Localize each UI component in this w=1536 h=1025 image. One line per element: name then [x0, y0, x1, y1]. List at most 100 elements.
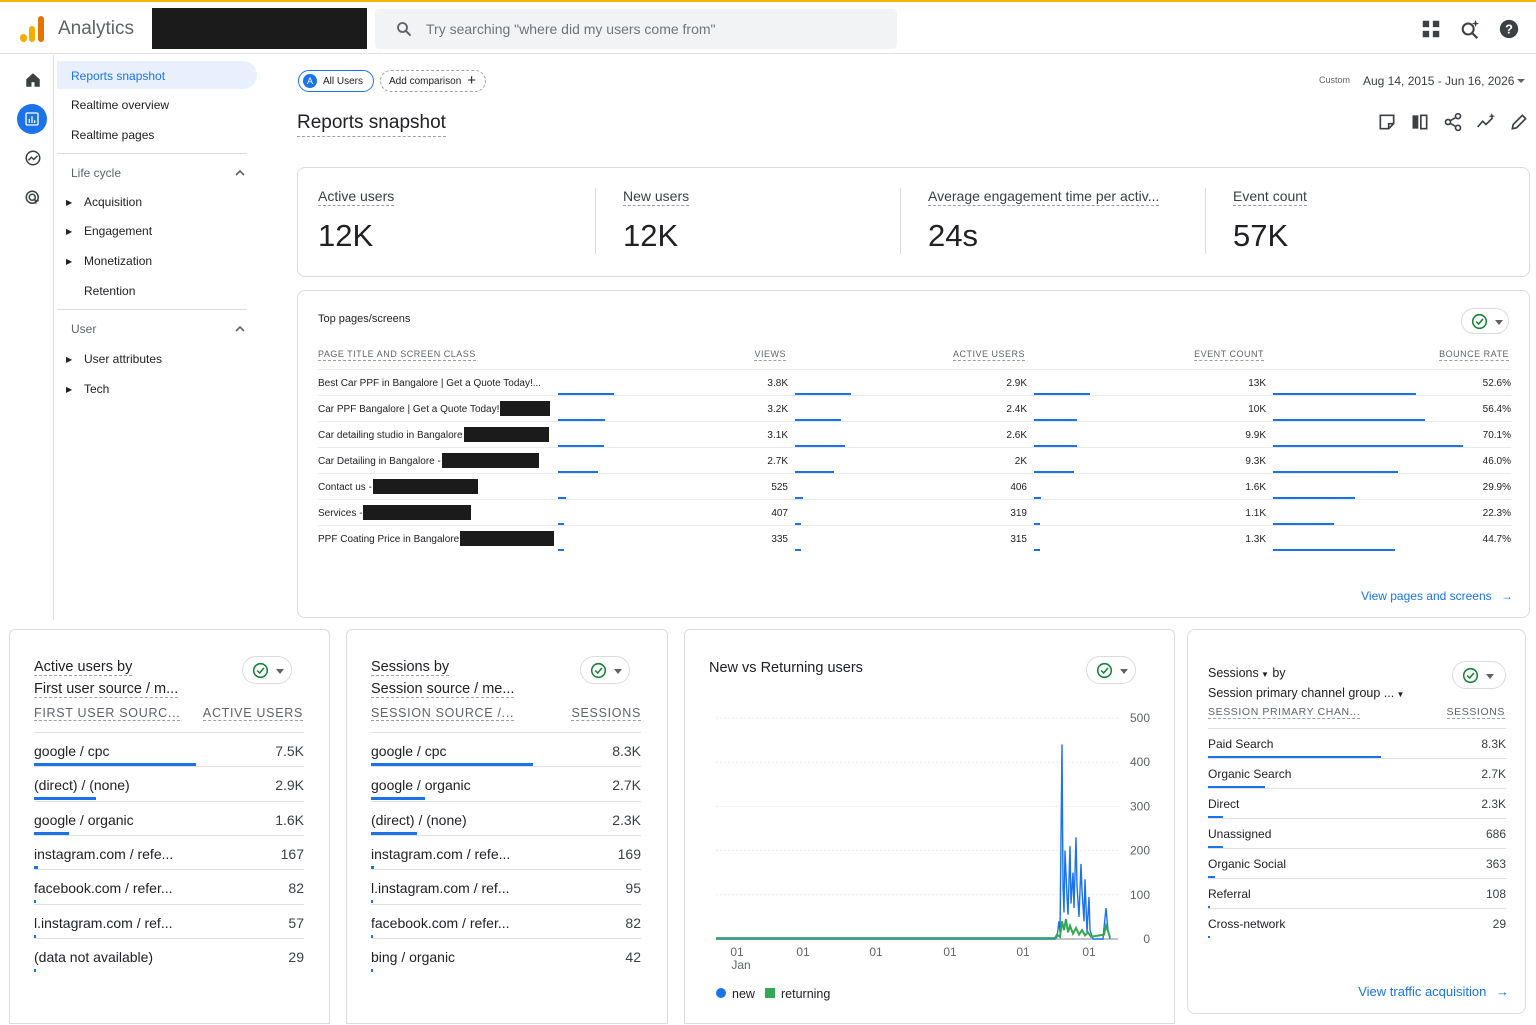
row-label[interactable]: Organic Social: [1208, 857, 1287, 871]
view-traffic-acquisition-link[interactable]: View traffic acquisition →: [1358, 984, 1509, 999]
col-header-channel[interactable]: SESSION PRIMARY CHAN...: [1208, 706, 1361, 719]
card-title[interactable]: Sessions by Session source / me...: [371, 656, 515, 700]
help-icon[interactable]: ?: [1498, 18, 1520, 40]
kpi-new-users[interactable]: New users 12K: [623, 188, 690, 254]
list-item[interactable]: Cross-network 29: [1208, 908, 1506, 938]
sidebar-section-user[interactable]: User: [71, 322, 97, 336]
card-title[interactable]: Sessions ▼ by Session primary channel gr…: [1208, 664, 1404, 704]
edit-pencil-icon[interactable]: [1509, 112, 1529, 132]
list-item[interactable]: (direct) / (none) 2.9K: [34, 766, 304, 801]
segment-chip-all-users[interactable]: A All Users: [298, 70, 374, 92]
home-icon[interactable]: [20, 67, 46, 93]
view-pages-link[interactable]: View pages and screens →: [1361, 589, 1513, 603]
table-row[interactable]: Car Detailing in Bangalore - 2.7K 2K 9.3K 46…: [318, 447, 1511, 473]
compare-toggle-button[interactable]: [1452, 661, 1506, 689]
col-header-active-users[interactable]: ACTIVE USERS: [952, 349, 1025, 361]
col-header-views[interactable]: VIEWS: [754, 349, 786, 361]
row-label[interactable]: l.instagram.com / ref...: [34, 914, 173, 931]
share-icon[interactable]: [1443, 112, 1463, 132]
kpi-event-count[interactable]: Event count 57K: [1233, 188, 1307, 254]
page-title-cell[interactable]: Car Detailing in Bangalore -: [318, 456, 441, 467]
compare-toggle-button[interactable]: [580, 656, 630, 684]
sidebar-item-realtime-pages[interactable]: Realtime pages: [71, 128, 155, 142]
row-label[interactable]: bing / organic: [371, 948, 456, 965]
row-label[interactable]: Organic Search: [1208, 767, 1292, 781]
row-label[interactable]: google / organic: [34, 811, 134, 828]
list-item[interactable]: google / cpc 7.5K: [34, 732, 304, 766]
table-row[interactable]: Best Car PPF in Bangalore | Get a Quote …: [318, 369, 1511, 395]
kpi-avg-engagement[interactable]: Average engagement time per activ... 24s: [928, 188, 1160, 254]
list-item[interactable]: Unassigned 686: [1208, 818, 1506, 848]
card-title[interactable]: Active users by First user source / m...: [34, 656, 179, 700]
col-header-session-source[interactable]: SESSION SOURCE /...: [371, 706, 515, 721]
sidebar-item-realtime-overview[interactable]: Realtime overview: [71, 98, 170, 112]
list-item[interactable]: (direct) / (none) 2.3K: [371, 800, 641, 835]
page-title-cell[interactable]: Contact us -: [318, 482, 372, 493]
list-item[interactable]: (data not available) 29: [34, 937, 304, 972]
compare-toggle-button[interactable]: [1461, 308, 1509, 334]
list-item[interactable]: Referral 108: [1208, 878, 1506, 908]
list-item[interactable]: Direct 2.3K: [1208, 788, 1506, 818]
row-label[interactable]: facebook.com / refer...: [371, 914, 510, 931]
redacted-property-selector[interactable]: [152, 8, 367, 49]
expand-arrow-icon[interactable]: ▶: [66, 227, 73, 236]
sidebar-item-monetization[interactable]: Monetization: [84, 254, 153, 268]
page-title-cell[interactable]: Car PPF Bangalore | Get a Quote Today!: [318, 404, 500, 415]
expand-arrow-icon[interactable]: ▶: [66, 198, 73, 207]
sidebar-item-reports-snapshot[interactable]: Reports snapshot: [71, 69, 166, 83]
col-header-first-user-source[interactable]: FIRST USER SOURC...: [34, 706, 181, 721]
list-item[interactable]: bing / organic 42: [371, 937, 641, 972]
row-label[interactable]: Unassigned: [1208, 827, 1272, 841]
insights-trend-icon[interactable]: [1476, 112, 1496, 132]
list-item[interactable]: facebook.com / refer... 82: [34, 869, 304, 904]
table-row[interactable]: Services - 407 319 1.1K 22.3%: [318, 499, 1511, 525]
apps-grid-icon[interactable]: [1420, 18, 1442, 40]
search-bar[interactable]: Try searching "where did my users come f…: [375, 9, 897, 49]
col-header-sessions[interactable]: SESSIONS: [571, 706, 641, 721]
list-item[interactable]: instagram.com / refe... 167: [34, 834, 304, 869]
caret-down-icon[interactable]: [1516, 78, 1526, 84]
page-title-cell[interactable]: Best Car PPF in Bangalore | Get a Quote …: [318, 378, 542, 389]
list-item[interactable]: google / organic 2.7K: [371, 766, 641, 801]
col-header-active-users[interactable]: ACTIVE USERS: [202, 706, 303, 721]
sidebar-item-engagement[interactable]: Engagement: [84, 224, 153, 238]
chevron-up-icon[interactable]: [235, 324, 245, 334]
customize-report-icon[interactable]: [1377, 112, 1397, 132]
insights-search-icon[interactable]: [1459, 18, 1481, 40]
list-item[interactable]: Organic Search 2.7K: [1208, 758, 1506, 788]
row-label[interactable]: google / cpc: [371, 743, 447, 759]
metric-selector[interactable]: Sessions: [1208, 666, 1259, 680]
page-title-cell[interactable]: Services -: [318, 508, 363, 519]
series-line-new[interactable]: [716, 744, 1111, 940]
table-row[interactable]: PPF Coating Price in Bangalore 335 315 1.3K…: [318, 525, 1511, 551]
list-item[interactable]: l.instagram.com / ref... 57: [34, 903, 304, 938]
row-label[interactable]: instagram.com / refe...: [34, 845, 174, 862]
table-row[interactable]: Car PPF Bangalore | Get a Quote Today! 3.…: [318, 395, 1511, 421]
col-header-page-title[interactable]: PAGE TITLE AND SCREEN CLASS: [318, 349, 476, 361]
row-label[interactable]: Referral: [1208, 887, 1251, 901]
list-item[interactable]: facebook.com / refer... 82: [371, 903, 641, 938]
sidebar-item-retention[interactable]: Retention: [84, 284, 136, 298]
col-header-event-count[interactable]: EVENT COUNT: [1194, 349, 1264, 361]
page-title-cell[interactable]: Car detailing studio in Bangalore: [318, 430, 463, 441]
compare-toggle-button[interactable]: [242, 656, 292, 684]
row-label[interactable]: google / organic: [371, 777, 471, 794]
col-header-sessions[interactable]: SESSIONS: [1446, 706, 1505, 719]
sidebar-item-acquisition[interactable]: Acquisition: [84, 195, 143, 209]
list-item[interactable]: google / organic 1.6K: [34, 800, 304, 835]
chevron-up-icon[interactable]: [235, 168, 245, 178]
row-label[interactable]: google / cpc: [34, 743, 110, 759]
row-label[interactable]: Paid Search: [1208, 737, 1274, 751]
row-label[interactable]: (direct) / (none): [34, 777, 130, 794]
list-item[interactable]: Paid Search 8.3K: [1208, 728, 1506, 758]
reports-icon[interactable]: [17, 104, 47, 134]
row-label[interactable]: l.instagram.com / ref...: [371, 880, 510, 897]
row-label[interactable]: (direct) / (none): [371, 811, 467, 828]
explore-icon[interactable]: [20, 145, 46, 171]
expand-arrow-icon[interactable]: ▶: [66, 355, 73, 364]
compare-icon[interactable]: [1410, 112, 1430, 132]
page-title-cell[interactable]: PPF Coating Price in Bangalore: [318, 534, 460, 545]
list-item[interactable]: instagram.com / refe... 169: [371, 834, 641, 869]
compare-toggle-button[interactable]: [1086, 656, 1136, 684]
